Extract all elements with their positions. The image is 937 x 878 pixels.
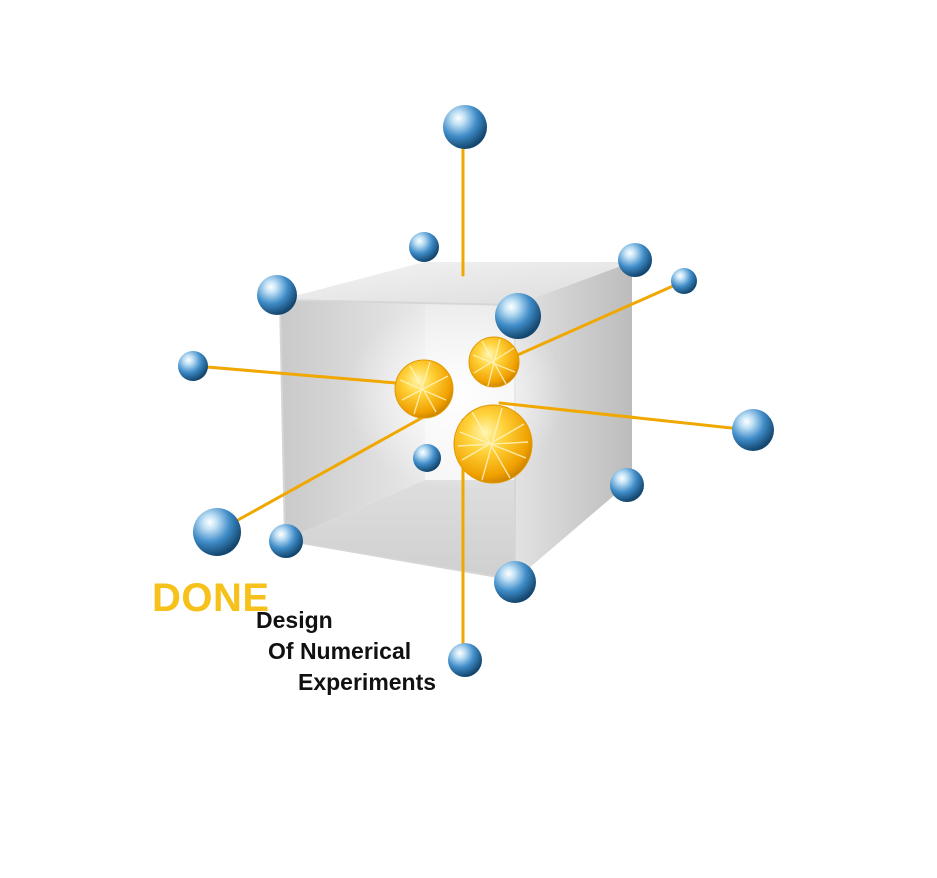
center-node-left <box>394 359 454 419</box>
center-node-front <box>453 404 533 484</box>
node-bottom-back-right <box>610 468 644 502</box>
axes <box>193 130 752 657</box>
center-nodes <box>394 336 533 484</box>
node-top <box>443 105 487 149</box>
node-bottom <box>448 643 482 677</box>
axis-horizontal-right <box>498 401 752 432</box>
tagline-line-3: Experiments <box>298 669 437 695</box>
node-right-end <box>732 409 774 451</box>
cube <box>278 262 632 582</box>
brand-logo-text: DONE <box>152 576 270 620</box>
node-bottom-front-left <box>269 524 303 558</box>
cube-top-face <box>280 262 632 305</box>
node-diagonal-lower-end <box>193 508 241 556</box>
tagline-line-2: Of Numerical <box>268 638 412 664</box>
node-top-back-right <box>618 243 652 277</box>
outer-nodes <box>178 105 774 677</box>
node-left-end <box>178 351 208 381</box>
node-diagonal-upper-end <box>671 268 697 294</box>
axis-diagonal-upper <box>493 280 684 367</box>
node-bottom-front-right <box>494 561 536 603</box>
node-bottom-back-left <box>413 444 441 472</box>
axis-diagonal-lower <box>218 403 447 532</box>
axis-horizontal-left <box>193 364 422 387</box>
node-top-back-left <box>409 232 439 262</box>
node-top-front-left <box>257 275 297 315</box>
node-top-front-right <box>495 293 541 339</box>
center-node-upper <box>468 336 520 388</box>
tagline-line-1: Design <box>256 607 333 633</box>
